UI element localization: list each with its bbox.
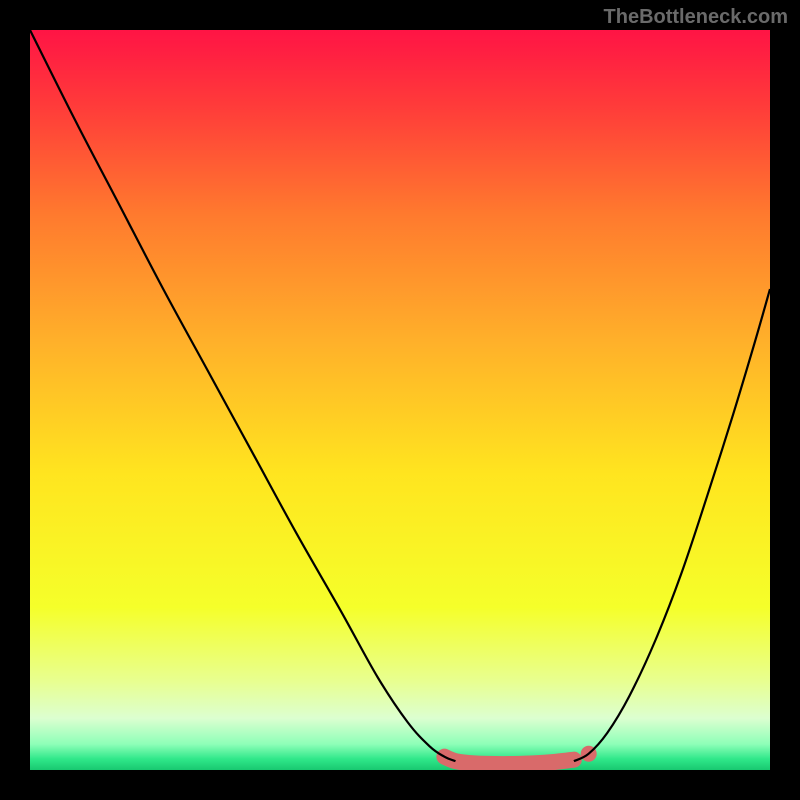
left-curve-line (30, 30, 456, 761)
watermark-text: TheBottleneck.com (604, 6, 788, 29)
valley-highlight-line (444, 757, 574, 764)
chart-overlay (30, 30, 770, 770)
right-curve-line (574, 289, 770, 761)
chart-frame (30, 30, 770, 770)
chart-container: TheBottleneck.com (0, 0, 800, 800)
